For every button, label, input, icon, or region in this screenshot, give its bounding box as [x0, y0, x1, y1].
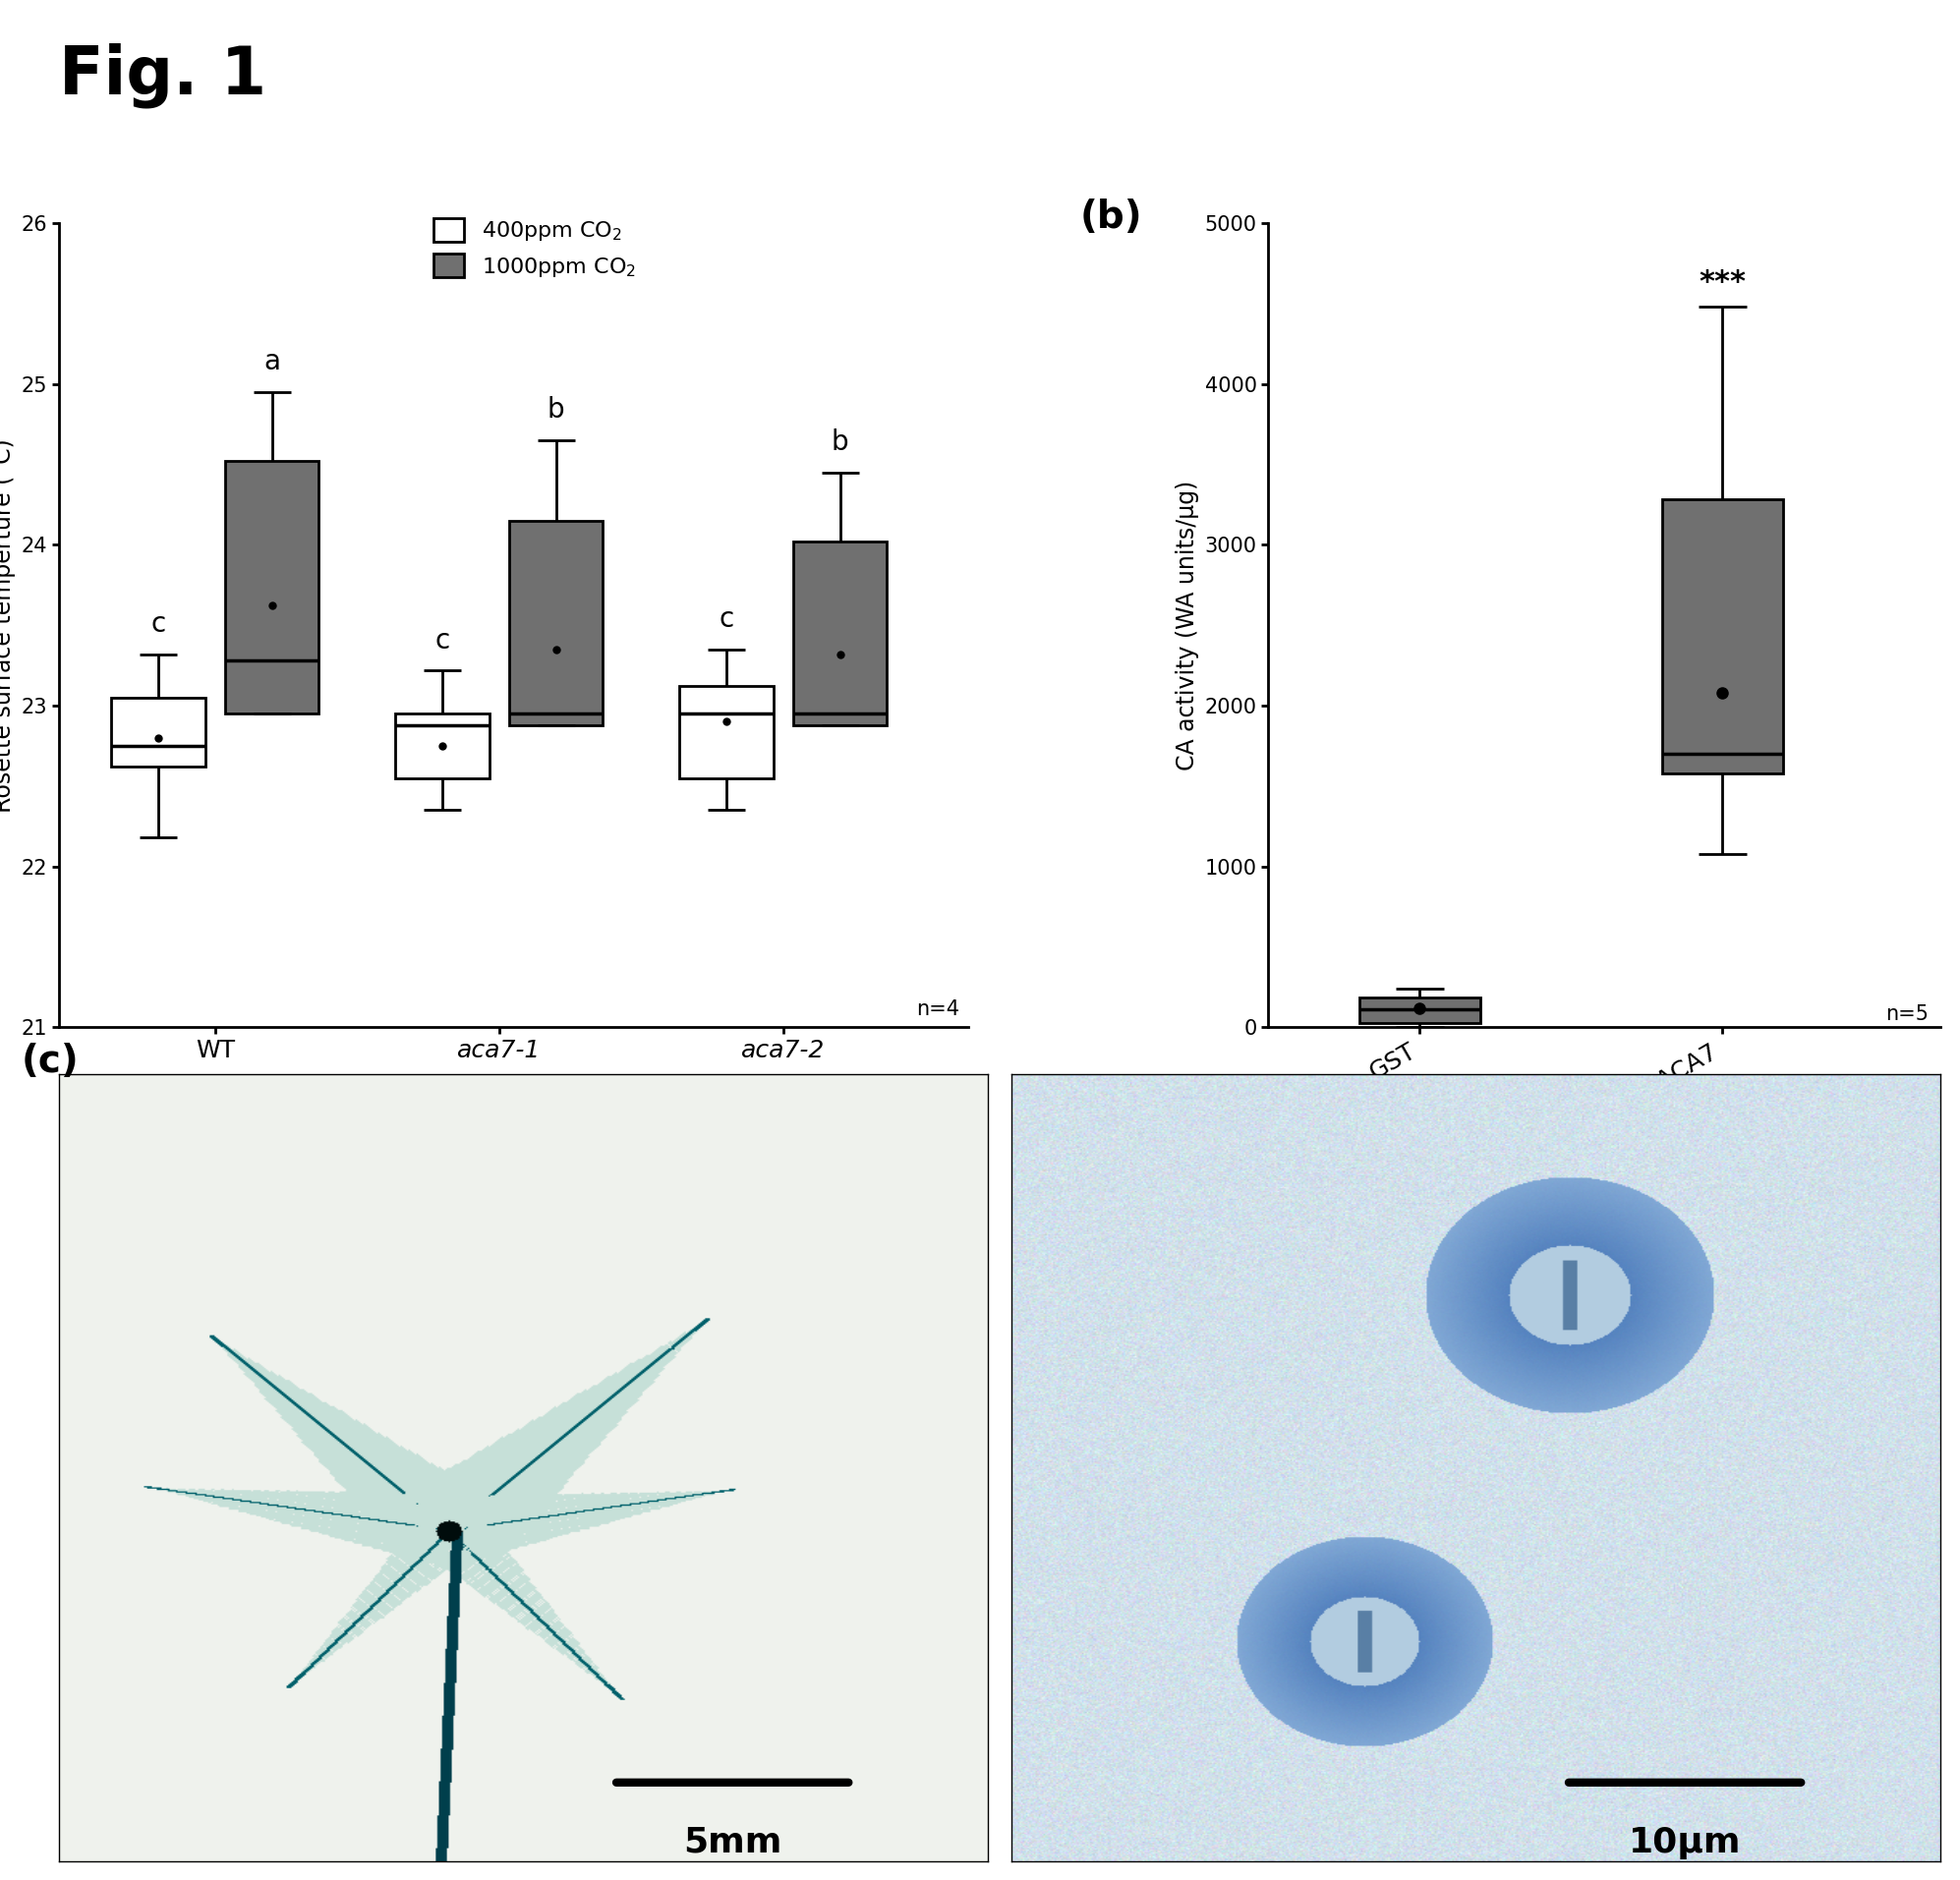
Text: 5mm: 5mm	[684, 1825, 782, 1859]
Bar	[1662, 500, 1784, 773]
Bar	[112, 697, 206, 767]
Text: (b): (b)	[1080, 199, 1143, 237]
Text: c: c	[719, 605, 733, 634]
Bar	[396, 714, 490, 778]
Text: n=5: n=5	[1886, 1004, 1929, 1025]
Bar	[680, 686, 774, 778]
Text: b: b	[547, 397, 564, 425]
Y-axis label: CA activity (WA units/µg): CA activity (WA units/µg)	[1176, 479, 1200, 771]
Text: 10μm: 10μm	[1629, 1825, 1740, 1859]
Bar	[794, 541, 888, 726]
Bar	[225, 461, 319, 714]
Text: ***: ***	[1699, 269, 1746, 297]
Text: c: c	[435, 626, 451, 654]
Bar	[510, 521, 604, 726]
Text: (c): (c)	[22, 1043, 80, 1079]
Text: c: c	[151, 611, 167, 637]
Y-axis label: Rosette surface temperture (°C): Rosette surface temperture (°C)	[0, 438, 16, 812]
Bar	[1358, 998, 1480, 1023]
Text: n=4: n=4	[915, 1000, 960, 1019]
Text: Fig. 1: Fig. 1	[59, 43, 267, 107]
Legend: 400ppm CO$_2$, 1000ppm CO$_2$: 400ppm CO$_2$, 1000ppm CO$_2$	[433, 218, 635, 278]
Text: a: a	[263, 348, 280, 376]
Text: b: b	[831, 429, 849, 457]
